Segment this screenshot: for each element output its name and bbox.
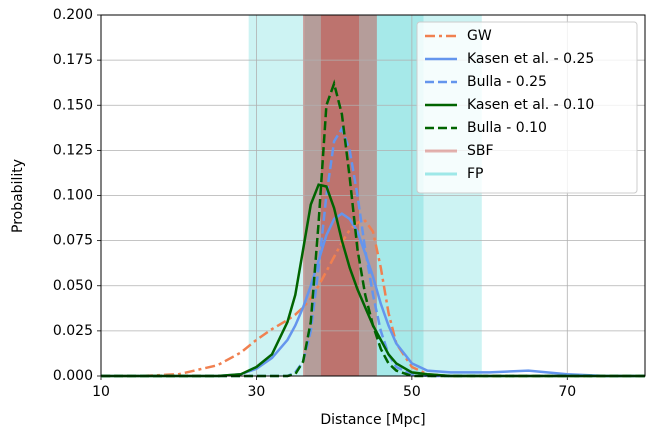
series-line xyxy=(101,212,645,378)
y-tick-label: 0.075 xyxy=(53,233,93,249)
plot-frame xyxy=(100,14,646,377)
x-tick-label: 10 xyxy=(92,384,110,400)
x-axis-label: Distance [Mpc] xyxy=(320,412,425,428)
y-tick-label: 0.125 xyxy=(53,142,93,158)
y-tick-label: 0.200 xyxy=(53,7,93,23)
x-tick-label: 30 xyxy=(248,384,266,400)
y-tick-label: 0.100 xyxy=(53,188,93,204)
legend-label: Kasen et al. - 0.25 xyxy=(467,51,594,67)
y-axis-label: Probability xyxy=(10,159,26,233)
y-tick-label: 0.150 xyxy=(53,97,93,113)
legend-label: Bulla - 0.25 xyxy=(467,74,547,90)
legend-box xyxy=(416,21,638,194)
x-tick-label: 70 xyxy=(558,384,576,400)
y-tick-label: 0.025 xyxy=(53,323,93,339)
legend-label: GW xyxy=(467,28,492,44)
legend-label: Kasen et al. - 0.10 xyxy=(467,97,594,113)
x-tick-label: 50 xyxy=(403,384,421,400)
legend-label: Bulla - 0.10 xyxy=(467,120,547,136)
y-tick-label: 0.050 xyxy=(53,278,93,294)
legend: GW Kasen et al. - 0.25 Bulla - 0.25 Kasen e… xyxy=(416,21,638,194)
y-tick-label: 0.000 xyxy=(53,368,93,384)
legend-label: SBF xyxy=(467,143,494,159)
y-tick-label: 0.175 xyxy=(53,52,93,68)
legend-label: FP xyxy=(467,166,484,182)
